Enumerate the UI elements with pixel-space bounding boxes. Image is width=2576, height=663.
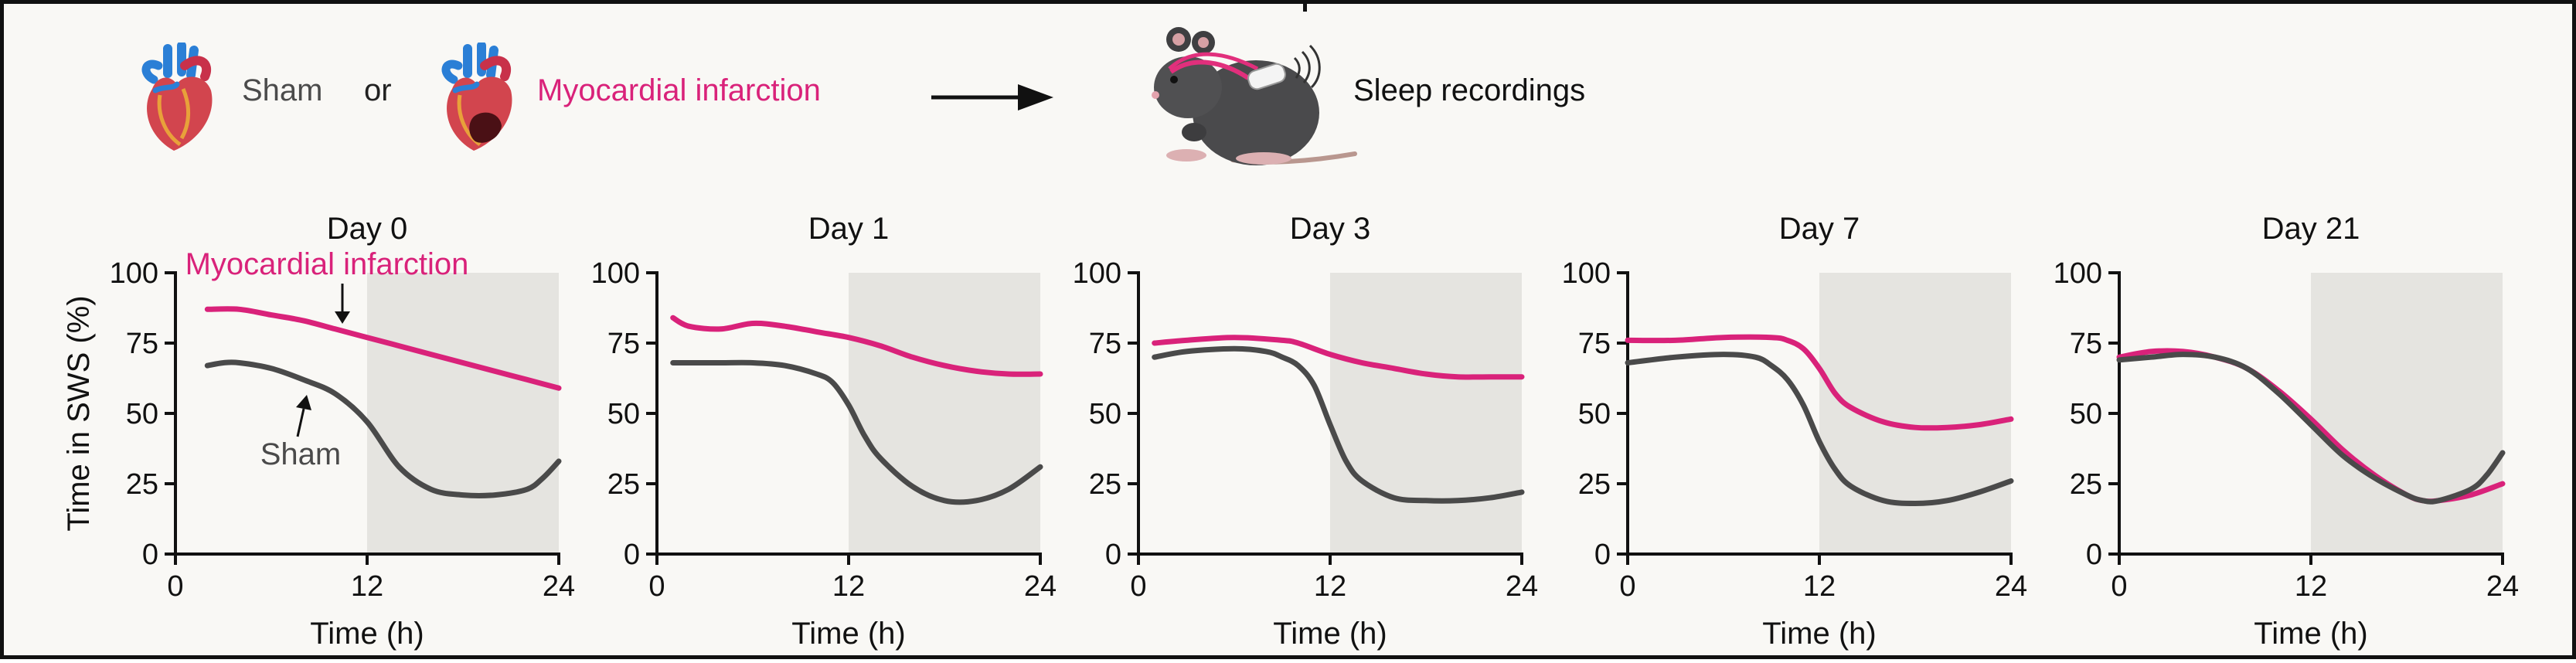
mi-series-line <box>1152 335 1525 380</box>
night-shading <box>849 273 1040 554</box>
y-tick-label: 0 <box>142 539 158 571</box>
chart-title: Day 1 <box>808 212 890 246</box>
sham-annotation-arrowhead <box>296 395 311 410</box>
y-tick-label: 100 <box>1562 257 1611 290</box>
chart-title: Day 0 <box>327 212 408 246</box>
mi-series-line <box>1625 334 2014 431</box>
y-tick-label: 75 <box>1578 328 1611 360</box>
y-tick-label: 25 <box>126 468 158 501</box>
y-tick-label: 100 <box>1073 257 1121 290</box>
x-tick-label: 24 <box>2486 570 2519 603</box>
y-tick-label: 25 <box>607 468 640 501</box>
or-label: or <box>364 73 392 107</box>
y-tick-label: 75 <box>126 328 158 360</box>
y-tick-label: 100 <box>591 257 640 290</box>
x-axis-label: Time (h) <box>2254 617 2367 651</box>
y-tick-label: 25 <box>1089 468 1121 501</box>
x-tick-label: 0 <box>1130 570 1146 603</box>
x-tick-label: 24 <box>1995 570 2027 603</box>
sham-series-line <box>670 359 1043 505</box>
sham-annotation-arrow <box>296 408 305 437</box>
y-tick-label: 100 <box>110 257 158 290</box>
sham-label: Sham <box>242 73 323 107</box>
y-tick-label: 0 <box>1594 539 1611 571</box>
y-tick-label: 0 <box>624 539 640 571</box>
sham-annotation: Sham <box>260 437 342 471</box>
x-tick-label: 0 <box>1619 570 1635 603</box>
mi-series-line <box>204 306 562 391</box>
sham-series-line <box>1625 352 2014 506</box>
sham-series-line <box>2116 352 2506 505</box>
x-tick-label: 12 <box>832 570 865 603</box>
night-shading <box>2311 273 2503 554</box>
night-shading <box>1819 273 2011 554</box>
night-shading <box>1330 273 1522 554</box>
mouse-with-implant-icon <box>1152 27 1357 165</box>
y-tick-label: 100 <box>2054 257 2102 290</box>
y-tick-label: 50 <box>126 398 158 430</box>
x-tick-label: 12 <box>2295 570 2327 603</box>
y-tick-label: 50 <box>2070 398 2102 430</box>
x-axis-label: Time (h) <box>1762 617 1876 651</box>
mi-series-line <box>670 314 1043 377</box>
chart-title: Day 21 <box>2262 212 2360 246</box>
y-tick-label: 75 <box>2070 328 2102 360</box>
x-tick-label: 12 <box>1314 570 1346 603</box>
x-tick-label: 0 <box>167 570 183 603</box>
mi-annotation-arrowhead <box>335 311 350 324</box>
y-tick-label: 50 <box>1578 398 1611 430</box>
night-shading <box>367 273 559 554</box>
chart-title: Day 7 <box>1779 212 1860 246</box>
y-axis-label: Time in SWS (%) <box>62 295 96 531</box>
x-tick-label: 12 <box>1803 570 1836 603</box>
sleep-recordings-label: Sleep recordings <box>1353 73 1586 107</box>
y-tick-label: 25 <box>2070 468 2102 501</box>
x-tick-label: 24 <box>543 570 575 603</box>
panel-divider-tick <box>1303 4 1307 12</box>
heart-icon <box>141 42 213 151</box>
chart-title: Day 3 <box>1290 212 1371 246</box>
y-tick-label: 0 <box>2086 539 2102 571</box>
mi-label: Myocardial infarction <box>537 73 821 107</box>
x-axis-label: Time (h) <box>1273 617 1387 651</box>
y-tick-label: 25 <box>1578 468 1611 501</box>
x-tick-label: 12 <box>351 570 383 603</box>
mi-annotation: Myocardial infarction <box>185 247 469 281</box>
infarcted-heart-icon <box>441 42 512 151</box>
x-axis-label: Time (h) <box>310 617 424 651</box>
y-tick-label: 50 <box>607 398 640 430</box>
arrow-right-icon <box>931 84 1053 110</box>
x-tick-label: 24 <box>1506 570 1538 603</box>
x-tick-label: 24 <box>1024 570 1057 603</box>
y-tick-label: 75 <box>607 328 640 360</box>
x-tick-label: 0 <box>648 570 665 603</box>
sws-charts: 0 25 50 75 100 0 12 24 Day 0 Time (h) Time in SWS … <box>62 212 2519 651</box>
sham-series-line <box>1152 345 1525 504</box>
y-tick-label: 75 <box>1089 328 1121 360</box>
x-tick-label: 0 <box>2111 570 2127 603</box>
y-tick-label: 0 <box>1105 539 1121 571</box>
sham-series-line <box>204 359 562 498</box>
x-axis-label: Time (h) <box>791 617 905 651</box>
y-tick-label: 50 <box>1089 398 1121 430</box>
